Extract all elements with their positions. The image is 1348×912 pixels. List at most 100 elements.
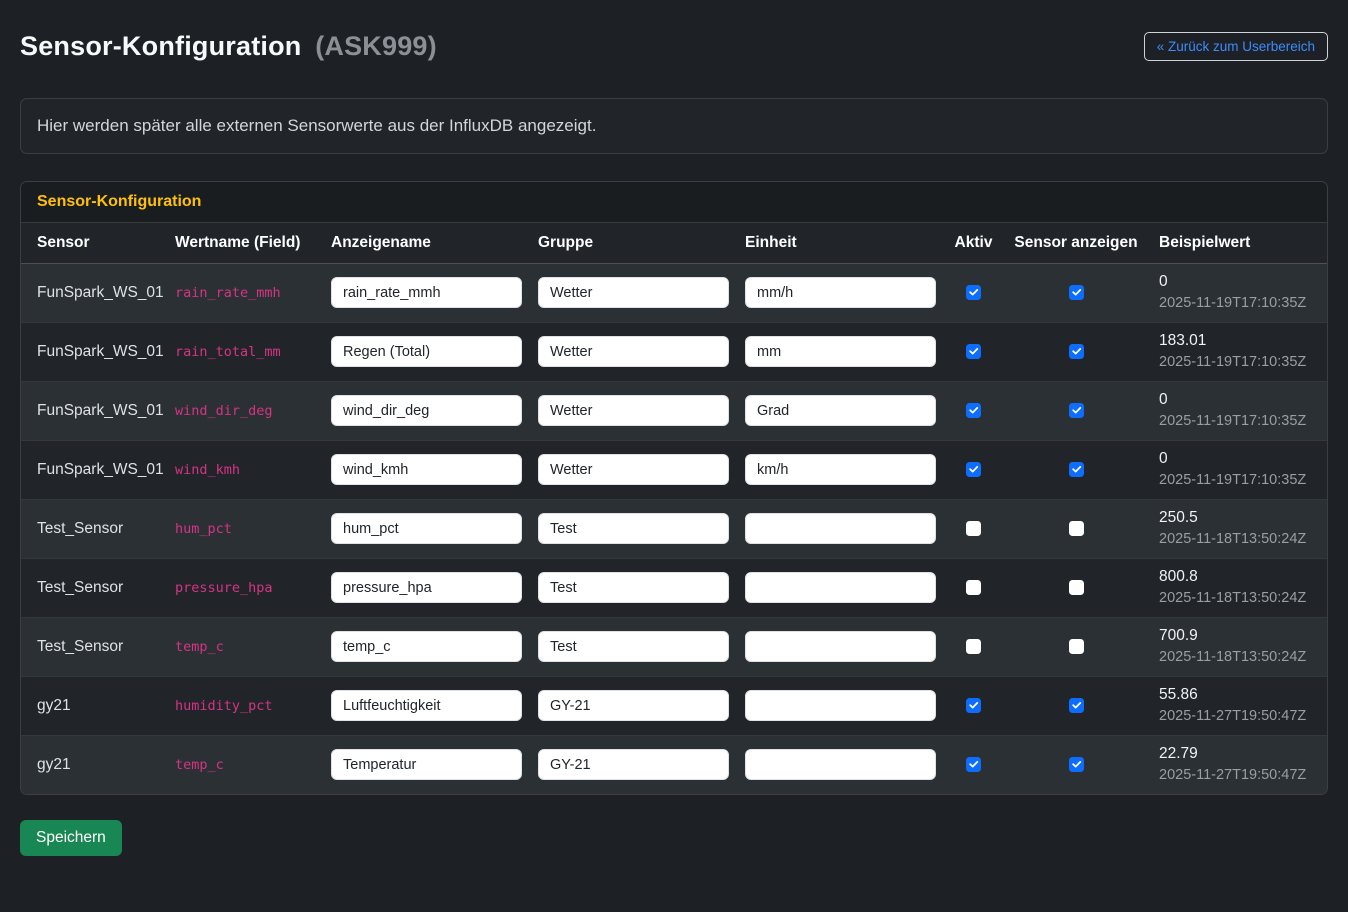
sensor-anzeigen-checkbox[interactable] [1069, 403, 1084, 418]
info-card: Hier werden später alle externen Sensorw… [20, 98, 1328, 154]
aktiv-checkbox[interactable] [966, 639, 981, 654]
gruppe-input[interactable] [538, 454, 729, 485]
anzeigename-input[interactable] [331, 454, 522, 485]
sensor-name: gy21 [21, 676, 167, 735]
table-body: FunSpark_WS_01 rain_rate_mmh 0 2025-11-1… [21, 263, 1327, 794]
einheit-input[interactable] [745, 336, 936, 367]
beispielwert-value: 183.01 [1159, 330, 1319, 352]
check-icon [1071, 464, 1082, 475]
einheit-input[interactable] [745, 749, 936, 780]
beispielwert-value: 55.86 [1159, 684, 1319, 706]
table-row: gy21 temp_c 22.79 2025-11-27T19:50:47Z [21, 735, 1327, 794]
table-row: FunSpark_WS_01 rain_rate_mmh 0 2025-11-1… [21, 263, 1327, 322]
column-header-gruppe: Gruppe [530, 223, 737, 263]
table-row: Test_Sensor temp_c 700.9 2025-11-18T13:5… [21, 617, 1327, 676]
sensor-name: FunSpark_WS_01 [21, 381, 167, 440]
einheit-input[interactable] [745, 690, 936, 721]
sensor-name: Test_Sensor [21, 499, 167, 558]
page-container: Sensor-Konfiguration (ASK999) « Zurück z… [0, 0, 1348, 856]
check-icon [968, 346, 979, 357]
table-row: FunSpark_WS_01 wind_kmh 0 2025-11-19T17:… [21, 440, 1327, 499]
check-icon [1071, 700, 1082, 711]
column-header-sensor: Sensor [21, 223, 167, 263]
einheit-input[interactable] [745, 277, 936, 308]
field-name: rain_total_mm [175, 344, 281, 360]
page-header: Sensor-Konfiguration (ASK999) « Zurück z… [20, 22, 1328, 70]
anzeigename-input[interactable] [331, 395, 522, 426]
field-name: temp_c [175, 757, 224, 773]
einheit-input[interactable] [745, 395, 936, 426]
anzeigename-input[interactable] [331, 277, 522, 308]
beispielwert-timestamp: 2025-11-19T17:10:35Z [1159, 470, 1319, 491]
check-icon [1071, 346, 1082, 357]
einheit-input[interactable] [745, 572, 936, 603]
beispielwert-value: 0 [1159, 389, 1319, 411]
anzeigename-input[interactable] [331, 336, 522, 367]
anzeigename-input[interactable] [331, 572, 522, 603]
aktiv-checkbox[interactable] [966, 403, 981, 418]
aktiv-checkbox[interactable] [966, 698, 981, 713]
table-row: gy21 humidity_pct 55.86 2025-11-27T19:50… [21, 676, 1327, 735]
sensor-anzeigen-checkbox[interactable] [1069, 698, 1084, 713]
aktiv-checkbox[interactable] [966, 757, 981, 772]
beispielwert-timestamp: 2025-11-19T17:10:35Z [1159, 293, 1319, 314]
anzeigename-input[interactable] [331, 631, 522, 662]
beispielwert-value: 700.9 [1159, 625, 1319, 647]
table-row: FunSpark_WS_01 wind_dir_deg 0 2025-11-19… [21, 381, 1327, 440]
table-row: Test_Sensor hum_pct 250.5 2025-11-18T13:… [21, 499, 1327, 558]
gruppe-input[interactable] [538, 277, 729, 308]
anzeigename-input[interactable] [331, 513, 522, 544]
gruppe-input[interactable] [538, 749, 729, 780]
gruppe-input[interactable] [538, 513, 729, 544]
gruppe-input[interactable] [538, 631, 729, 662]
check-icon [968, 287, 979, 298]
aktiv-checkbox[interactable] [966, 285, 981, 300]
sensor-anzeigen-checkbox[interactable] [1069, 580, 1084, 595]
anzeigename-input[interactable] [331, 690, 522, 721]
check-icon [1071, 405, 1082, 416]
aktiv-checkbox[interactable] [966, 344, 981, 359]
sensor-anzeigen-checkbox[interactable] [1069, 757, 1084, 772]
gruppe-input[interactable] [538, 395, 729, 426]
einheit-input[interactable] [745, 513, 936, 544]
sensor-config-card: Sensor-Konfiguration Sensor Wertname (Fi… [20, 181, 1328, 795]
table-row: Test_Sensor pressure_hpa 800.8 2025-11-1… [21, 558, 1327, 617]
sensor-anzeigen-checkbox[interactable] [1069, 462, 1084, 477]
gruppe-input[interactable] [538, 690, 729, 721]
column-header-einheit: Einheit [737, 223, 946, 263]
sensor-anzeigen-checkbox[interactable] [1069, 344, 1084, 359]
aktiv-checkbox[interactable] [966, 580, 981, 595]
field-name: pressure_hpa [175, 580, 273, 596]
check-icon [968, 464, 979, 475]
aktiv-checkbox[interactable] [966, 521, 981, 536]
beispielwert-value: 22.79 [1159, 743, 1319, 765]
einheit-input[interactable] [745, 631, 936, 662]
field-name: rain_rate_mmh [175, 285, 281, 301]
beispielwert-value: 800.8 [1159, 566, 1319, 588]
sensor-name: FunSpark_WS_01 [21, 263, 167, 322]
check-icon [1071, 759, 1082, 770]
field-name: temp_c [175, 639, 224, 655]
check-icon [968, 405, 979, 416]
gruppe-input[interactable] [538, 572, 729, 603]
field-name: wind_kmh [175, 462, 240, 478]
back-to-userbereich-button[interactable]: « Zurück zum Userbereich [1144, 32, 1328, 61]
card-header-title: Sensor-Konfiguration [21, 182, 1327, 223]
sensor-anzeigen-checkbox[interactable] [1069, 521, 1084, 536]
beispielwert-timestamp: 2025-11-18T13:50:24Z [1159, 588, 1319, 609]
check-icon [968, 700, 979, 711]
anzeigename-input[interactable] [331, 749, 522, 780]
einheit-input[interactable] [745, 454, 936, 485]
gruppe-input[interactable] [538, 336, 729, 367]
field-name: wind_dir_deg [175, 403, 273, 419]
beispielwert-timestamp: 2025-11-27T19:50:47Z [1159, 706, 1319, 727]
sensor-anzeigen-checkbox[interactable] [1069, 639, 1084, 654]
sensor-name: Test_Sensor [21, 617, 167, 676]
aktiv-checkbox[interactable] [966, 462, 981, 477]
page-title-suffix: (ASK999) [315, 31, 437, 61]
beispielwert-timestamp: 2025-11-18T13:50:24Z [1159, 529, 1319, 550]
sensor-anzeigen-checkbox[interactable] [1069, 285, 1084, 300]
save-button[interactable]: Speichern [20, 820, 122, 856]
beispielwert-timestamp: 2025-11-19T17:10:35Z [1159, 352, 1319, 373]
page-title: Sensor-Konfiguration (ASK999) [20, 31, 437, 62]
